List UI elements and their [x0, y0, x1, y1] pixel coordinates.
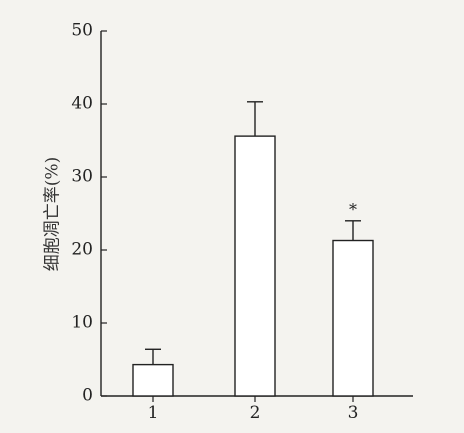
y-axis-title: 细胞凋亡率(%): [43, 157, 63, 271]
bar: [132, 363, 174, 397]
bar: [332, 239, 374, 397]
x-tick-label: 2: [250, 403, 261, 423]
y-tick-label: 20: [71, 240, 93, 260]
y-tick-label: 30: [71, 167, 93, 187]
y-tick-label: 0: [82, 386, 93, 406]
bars: *: [132, 101, 374, 397]
bar: [234, 135, 276, 397]
x-tick-label: 1: [148, 403, 159, 423]
y-tick-label: 40: [71, 94, 93, 114]
x-tick-label: 3: [348, 403, 359, 423]
y-tick-label: 10: [71, 313, 93, 333]
significance-marker: *: [349, 200, 357, 219]
x-ticks: 1 2 3: [148, 396, 359, 423]
y-ticks: 0 10 20 30 40 50: [71, 21, 107, 406]
y-tick-label: 50: [71, 21, 93, 41]
